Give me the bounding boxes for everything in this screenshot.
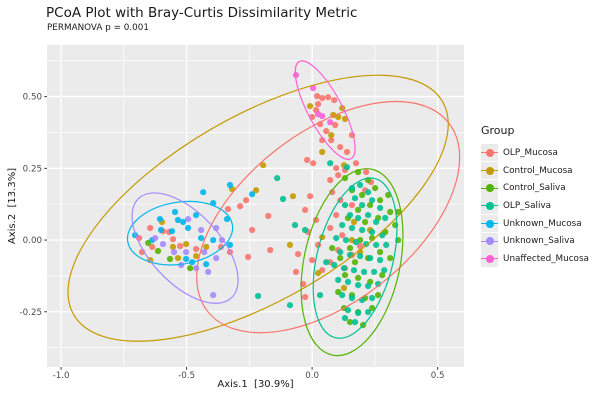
legend-key-Unaffected_Mucosa	[481, 250, 498, 268]
legend-item-Control_Saliva: Control_Saliva	[481, 179, 599, 197]
chart-subtitle: PERMANOVA p = 0.001	[47, 23, 149, 33]
legend-label: Control_Saliva	[503, 183, 566, 194]
legend-item-Unknown_Mucosa: Unknown_Mucosa	[481, 215, 599, 233]
legend-item-Unknown_Saliva: Unknown_Saliva	[481, 232, 599, 250]
legend-label: Unknown_Saliva	[503, 236, 575, 247]
legend-key-Unknown_Mucosa	[481, 215, 498, 233]
plot-panel	[47, 45, 464, 367]
legend-label: Control_Mucosa	[503, 165, 573, 176]
series-OLP_Saliva	[255, 160, 390, 326]
legend-key-OLP_Mucosa	[481, 144, 498, 162]
legend-title: Group	[481, 124, 515, 137]
legend: Group OLP_Mucosa Control_Mucosa Control_Sa…	[481, 124, 599, 268]
series-Unaffected_Mucosa	[292, 72, 334, 126]
legend-items: OLP_Mucosa Control_Mucosa Control_Saliva OL…	[481, 144, 599, 268]
legend-item-Control_Mucosa: Control_Mucosa	[481, 162, 599, 180]
scatter-points	[132, 72, 402, 329]
legend-label: Unaffected_Mucosa	[503, 253, 589, 264]
x-tick-label: 0.0	[305, 371, 319, 381]
x-tick-label: -0.5	[178, 371, 195, 381]
legend-key-OLP_Saliva	[481, 197, 498, 215]
ellipse-Unknown_Saliva	[131, 192, 239, 304]
ellipse-Control_Mucosa	[67, 74, 449, 342]
y-tick-label: 0.00	[23, 236, 42, 246]
x-tick-label: 0.5	[431, 371, 445, 381]
x-axis-title: Axis.1 [30.9%]	[217, 379, 294, 390]
y-axis-title: Axis.2 [13.3%]	[7, 167, 18, 245]
y-tick-label: 0.25	[23, 164, 42, 174]
x-tick-label: -1.0	[53, 371, 70, 381]
ellipse-OLP_Saliva	[312, 177, 398, 339]
legend-item-OLP_Mucosa: OLP_Mucosa	[481, 144, 599, 162]
y-tick-label: -0.25	[20, 308, 42, 318]
series-Unknown_Saliva	[152, 216, 226, 299]
legend-item-OLP_Saliva: OLP_Saliva	[481, 197, 599, 215]
ellipse-Unknown_Mucosa	[126, 200, 234, 266]
legend-item-Unaffected_Mucosa: Unaffected_Mucosa	[481, 250, 599, 268]
gridlines	[47, 45, 464, 367]
axis-ticks: -1.0 -0.5 0.0 0.5 0.50 0.25 0.00 -0.25	[20, 93, 445, 381]
ellipse-OLP_Mucosa	[196, 100, 461, 334]
legend-label: OLP_Mucosa	[503, 147, 558, 158]
chart-title: PCoA Plot with Bray-Curtis Dissimilarity…	[46, 5, 358, 21]
legend-label: OLP_Saliva	[503, 200, 551, 211]
legend-key-Control_Saliva	[481, 179, 498, 197]
series-Control_Mucosa	[147, 103, 374, 292]
confidence-ellipses	[67, 60, 461, 357]
legend-label: Unknown_Mucosa	[503, 218, 582, 229]
legend-key-Control_Mucosa	[481, 162, 498, 180]
ellipse-Unaffected_Mucosa	[294, 60, 356, 160]
ellipse-Control_Saliva	[300, 168, 404, 357]
legend-key-Unknown_Saliva	[481, 232, 498, 250]
series-OLP_Mucosa	[136, 93, 375, 301]
y-tick-label: 0.50	[23, 93, 42, 103]
